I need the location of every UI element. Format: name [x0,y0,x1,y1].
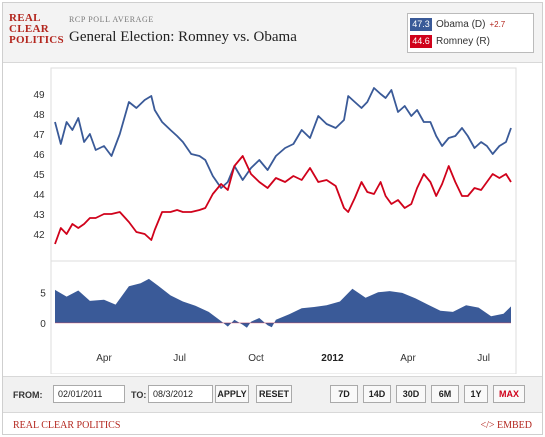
legend-romney[interactable]: 44.6 Romney (R) [410,34,531,49]
legend-obama[interactable]: 47.3 Obama (D) +2.7 [410,17,531,32]
legend-romney-value: 44.6 [410,35,432,48]
y-tick-label: 43 [33,210,45,221]
widget-footer: REAL CLEAR POLITICS </> EMBED [3,414,542,436]
to-label: TO: [131,390,147,400]
header-kicker: RCP POLL AVERAGE [69,15,154,24]
x-tick-label: Jul [173,353,186,364]
x-tick-label: Jul [477,353,490,364]
range-button-1y[interactable]: 1Y [464,385,488,403]
from-date-input[interactable] [53,385,125,403]
x-tick-label: 2012 [321,353,344,364]
logo-line-2: CLEAR [9,23,50,35]
y-tick-label: 45 [33,170,45,181]
poll-chart: 49 48 47 46 45 44 43 42 5 0 Apr Jul Oct 2012 Apr Jul [33,67,517,375]
main-plot-frame [50,67,517,262]
footer-rcp-link[interactable]: REAL CLEAR POLITICS [13,420,121,431]
y-tick-label: 49 [33,90,45,101]
embed-link[interactable]: </> EMBED [480,420,532,431]
spread-y-tick-label: 5 [40,288,46,299]
range-button-14d[interactable]: 14D [363,385,391,403]
reset-button[interactable]: RESET [256,385,292,403]
chart-title: General Election: Romney vs. Obama [69,29,297,45]
from-label: FROM: [13,390,43,400]
x-tick-label: Apr [96,353,112,364]
y-tick-label: 46 [33,150,45,161]
rcp-logo[interactable]: REAL CLEAR POLITICS [9,12,64,46]
legend-obama-name: Obama (D) [436,19,486,30]
spread-area [55,278,511,328]
range-button-max[interactable]: MAX [493,385,525,403]
legend-romney-name: Romney (R) [436,36,490,47]
legend-obama-change: +2.7 [489,20,506,29]
chart-area: 49 48 47 46 45 44 43 42 5 0 Apr Jul Oct 2012 Apr Jul [3,64,542,375]
spread-y-tick-label: 0 [40,319,46,330]
y-tick-label: 48 [33,110,45,121]
x-tick-label: Apr [400,353,416,364]
x-tick-label: Oct [248,353,264,364]
range-button-6m[interactable]: 6M [431,385,459,403]
series-line-romney [54,155,512,245]
logo-line-3: POLITICS [9,34,64,46]
widget-header: REAL CLEAR POLITICS RCP POLL AVERAGE Gen… [3,3,542,63]
range-button-7d[interactable]: 7D [330,385,358,403]
to-date-input[interactable] [148,385,213,403]
y-tick-label: 42 [33,230,45,241]
legend-obama-value: 47.3 [410,18,432,31]
apply-button[interactable]: APPLY [215,385,249,403]
range-button-30d[interactable]: 30D [396,385,426,403]
logo-line-1: REAL [9,12,41,24]
y-tick-label: 44 [33,190,45,201]
date-controls: FROM: TO: APPLY RESET 7D 14D 30D 6M 1Y MAX [3,376,542,413]
y-tick-label: 47 [33,130,45,141]
legend: 47.3 Obama (D) +2.7 44.6 Romney (R) [407,13,534,53]
series-line-obama [54,87,512,189]
